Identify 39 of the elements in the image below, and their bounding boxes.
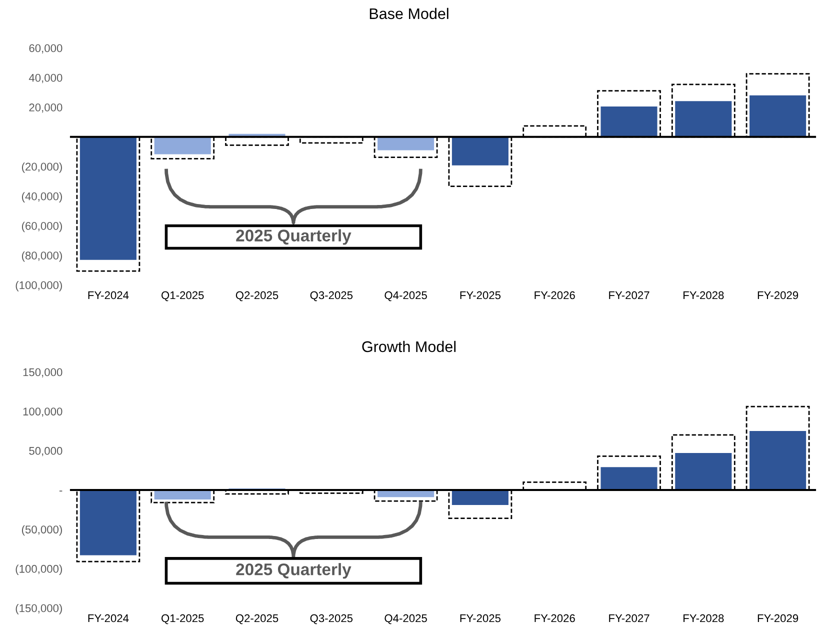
y-tick-label: 50,000 [29, 446, 62, 456]
x-tick-label: FY-2029 [758, 291, 798, 300]
y-tick-label: (80,000) [22, 251, 62, 262]
x-tick-label: Q3-2025 [310, 291, 353, 302]
x-tick-label: FY-2024 [88, 291, 129, 300]
y-tick-label: (60,000) [22, 222, 62, 232]
annotation: 2025 Quarterly [236, 563, 352, 579]
y-tick-label: (50,000) [22, 525, 62, 536]
y-tick-label: 100,000 [23, 408, 62, 417]
y-tick-label: (100,000) [16, 564, 62, 575]
x-tick-label: FY-2024 [88, 614, 129, 622]
x-tick-label: FY-2025 [460, 614, 501, 622]
x-tick-label: Q2-2025 [236, 614, 278, 624]
y-tick-label: 150,000 [23, 368, 62, 378]
y-tick-label: (40,000) [22, 192, 62, 202]
x-tick-label: FY-2026 [534, 614, 575, 622]
x-tick-label: FY-2026 [534, 291, 575, 300]
x-tick-label: FY-2027 [609, 614, 650, 622]
annotation: 2025 Quarterly [236, 229, 352, 245]
y-tick-label: - [59, 490, 62, 492]
y-tick-label: 40,000 [28, 74, 62, 84]
x-tick-label: FY-2025 [460, 291, 501, 300]
y-tick-label: (20,000) [22, 162, 62, 173]
y-tick-label: (150,000) [16, 604, 62, 614]
x-tick-label: Q4-2025 [384, 291, 427, 302]
x-tick-label: Q1-2025 [162, 291, 204, 302]
x-tick-label: Q4-2025 [384, 614, 427, 624]
y-tick-label: 20,000 [29, 104, 62, 113]
x-tick-label: FY-2027 [609, 291, 650, 300]
chart-title: Base Model [370, 8, 448, 20]
x-tick-label: Q2-2025 [236, 291, 278, 302]
y-tick-label: 60,000 [29, 44, 62, 54]
x-tick-label: FY-2028 [684, 614, 724, 622]
x-tick-label: Q3-2025 [310, 614, 353, 624]
chart-title: Growth Model [362, 340, 456, 352]
x-tick-label: FY-2028 [684, 291, 724, 300]
x-tick-label: FY-2029 [758, 614, 798, 622]
x-tick-label: Q1-2025 [162, 614, 204, 624]
y-tick-label: (100,000) [16, 280, 62, 292]
